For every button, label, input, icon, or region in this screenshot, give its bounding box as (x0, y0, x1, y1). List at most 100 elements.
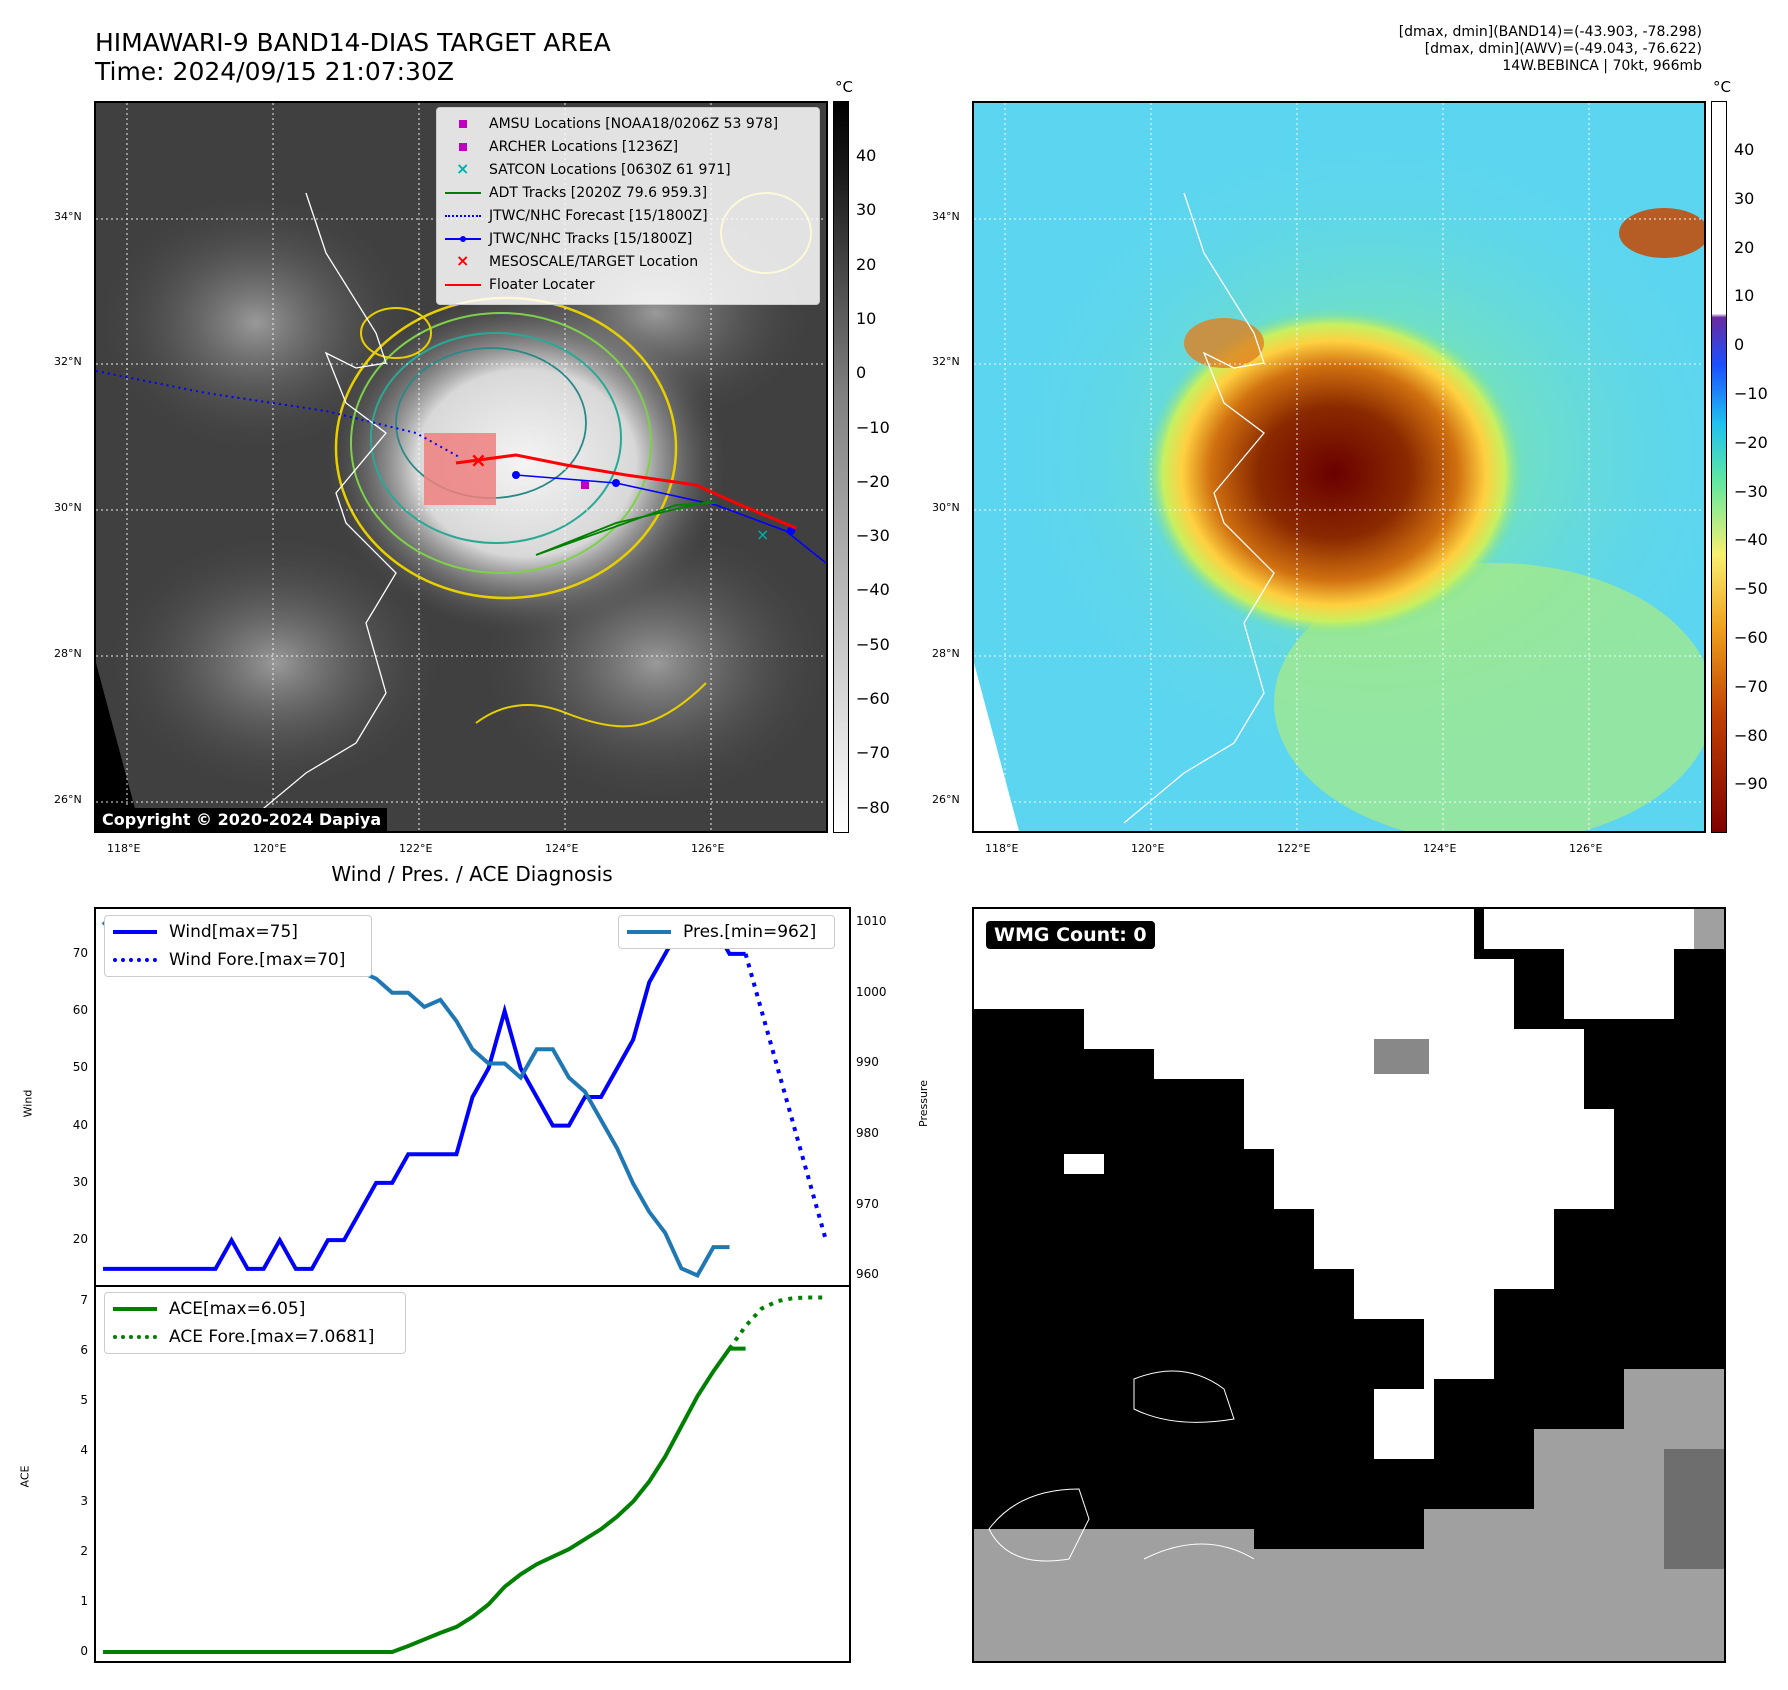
ace-ytick: 2 (80, 1543, 88, 1558)
ace-ytick: 6 (80, 1343, 88, 1358)
awv-colorbar-tick: −60 (1734, 628, 1768, 647)
awv-lat-label: 28°N (932, 647, 960, 660)
legend-item-amsu: AMSU Locations [NOAA18/0206Z 53 978] (445, 112, 811, 135)
legend-item-forecast: JTWC/NHC Forecast [15/1800Z] (445, 204, 811, 227)
awv-colorbar-tick: −30 (1734, 481, 1768, 501)
info-awv: [dmax, dmin](AWV)=(-49.043, -76.622) (1424, 41, 1702, 57)
awv-colorbar (1711, 101, 1727, 833)
legend-label: Wind Fore.[max=70] (169, 950, 346, 970)
awv-lon-label: 124°E (1423, 842, 1457, 855)
awv-colorbar-tick: 0 (1734, 335, 1745, 355)
info-band14: [dmax, dmin](BAND14)=(-43.903, -78.298) (1398, 24, 1702, 40)
ace-ytick: 0 (80, 1643, 88, 1658)
info-block: [dmax, dmin](BAND14)=(-43.903, -78.298) … (1399, 24, 1702, 75)
ir-typhoon-cloud (326, 293, 726, 633)
jtwc-track-point (787, 527, 795, 535)
legend-label: JTWC/NHC Forecast [15/1800Z] (489, 207, 708, 224)
legend-label: JTWC/NHC Tracks [15/1800Z] (489, 230, 693, 247)
ace-line (103, 1346, 746, 1654)
ir-lon-label: 124°E (545, 842, 579, 855)
wmg-white-patch (1064, 1154, 1104, 1174)
ir-lat-label: 26°N (54, 793, 82, 806)
ir-colorbar-tick: −60 (856, 689, 890, 708)
wind-ytick: 20 (72, 1232, 88, 1247)
pressure-axis-label: Pressure (916, 1080, 930, 1127)
awv-lon-label: 126°E (1569, 842, 1603, 855)
wind-forecast-line (743, 953, 828, 1241)
ir-coastline (245, 192, 397, 824)
legend-label: SATCON Locations [0630Z 61 971] (489, 161, 731, 178)
jtwc-track-point (612, 479, 620, 487)
awv-colorbar-tick: −50 (1734, 579, 1768, 599)
figure-title: HIMAWARI-9 BAND14-DIAS TARGET AREA (95, 28, 611, 57)
diagnosis-chart-svg (94, 907, 851, 1663)
ir-lon-label: 122°E (399, 842, 433, 855)
ir-lat-label: 30°N (54, 501, 82, 514)
pressure-ytick: 980 (856, 1126, 879, 1141)
wind-ytick: 40 (72, 1117, 88, 1132)
pressure-legend: Pres.[min=962] (618, 915, 835, 949)
ir-lat-label: 32°N (54, 355, 82, 368)
ir-colorbar-tick: 20 (856, 254, 877, 274)
pressure-ytick: 1010 (856, 914, 887, 929)
legend-item-wind: Wind[max=75] (113, 918, 363, 946)
wmg-coast-2 (1133, 1370, 1235, 1423)
awv-colorbar-tick: −70 (1734, 676, 1768, 696)
ace-axis-label: ACE (18, 1465, 32, 1488)
wind-line (103, 923, 746, 1271)
ir-colorbar-tick: 10 (856, 308, 877, 328)
awv-lat-label: 32°N (932, 355, 960, 368)
ace-legend: ACE[max=6.05] ACE Fore.[max=7.0681] (104, 1292, 406, 1354)
ir-colorbar-tick: −10 (856, 417, 890, 437)
wind-ytick: 50 (72, 1060, 88, 1075)
ir-colorbar-tick: −70 (856, 743, 890, 763)
legend-item-floater: Floater Locater (445, 273, 811, 296)
awv-cell-north (1184, 318, 1264, 368)
ir-lon-label: 126°E (691, 842, 725, 855)
ir-legend: AMSU Locations [NOAA18/0206Z 53 978] ARC… (436, 107, 820, 305)
awv-nodata-wedge (974, 663, 1019, 831)
wmg-coast-3 (1143, 1543, 1255, 1560)
awv-colorbar-unit: °C (1713, 78, 1731, 96)
pressure-ytick: 990 (856, 1055, 879, 1070)
awv-cell-ne (1619, 208, 1704, 258)
ir-colorbar-tick: 40 (856, 146, 877, 165)
ir-map-panel: × × AMSU Locations [NOAA18/0206Z 53 978]… (94, 101, 828, 833)
wind-ytick: 60 (72, 1003, 88, 1018)
ir-contour-yellow-north (360, 307, 432, 359)
wmg-coast-1 (988, 1488, 1090, 1562)
legend-label: Floater Locater (489, 276, 595, 293)
ace-plot-frame (94, 1285, 851, 1663)
awv-colorbar-tick: 30 (1734, 188, 1755, 208)
ir-colorbar-unit: °C (835, 78, 853, 96)
ace-ytick: 5 (80, 1393, 88, 1408)
copyright-label: Copyright © 2020-2024 Dapiya (96, 808, 388, 831)
ir-colorbar-tick: −30 (856, 526, 890, 546)
awv-lon-label: 118°E (985, 842, 1019, 855)
awv-colorbar-tick: −10 (1734, 384, 1768, 403)
ir-lon-label: 120°E (253, 842, 287, 855)
diagnosis-title: Wind / Pres. / ACE Diagnosis (331, 862, 613, 886)
awv-map-svg (974, 103, 1704, 831)
legend-label: Wind[max=75] (169, 922, 298, 942)
awv-colorbar-tick: −20 (1734, 432, 1768, 452)
legend-item-target: × MESOSCALE/TARGET Location (456, 250, 699, 270)
archer-location (581, 481, 589, 489)
jtwc-track (515, 474, 826, 564)
wmg-map-svg (974, 909, 1724, 1661)
awv-lon-label: 120°E (1131, 842, 1165, 855)
awv-colorbar-tick: −80 (1734, 725, 1768, 745)
ir-colorbar-tick: −80 (856, 797, 890, 817)
ace-forecast-line (727, 1295, 826, 1350)
wind-ytick: 30 (72, 1174, 88, 1189)
ir-colorbar-tick: −20 (856, 471, 890, 491)
ir-colorbar-tick: 30 (856, 200, 877, 220)
legend-item-adt: ADT Tracks [2020Z 79.6 959.3] (445, 181, 811, 204)
awv-typhoon-core (1144, 308, 1524, 638)
wind-axis-label: Wind (21, 1089, 35, 1118)
awv-colorbar-tick: −40 (1734, 530, 1768, 550)
wmg-darkgray-cell (1664, 1449, 1724, 1569)
wmg-gray-cell (1374, 1039, 1429, 1074)
awv-lon-label: 122°E (1277, 842, 1311, 855)
pressure-ytick: 970 (856, 1196, 879, 1211)
